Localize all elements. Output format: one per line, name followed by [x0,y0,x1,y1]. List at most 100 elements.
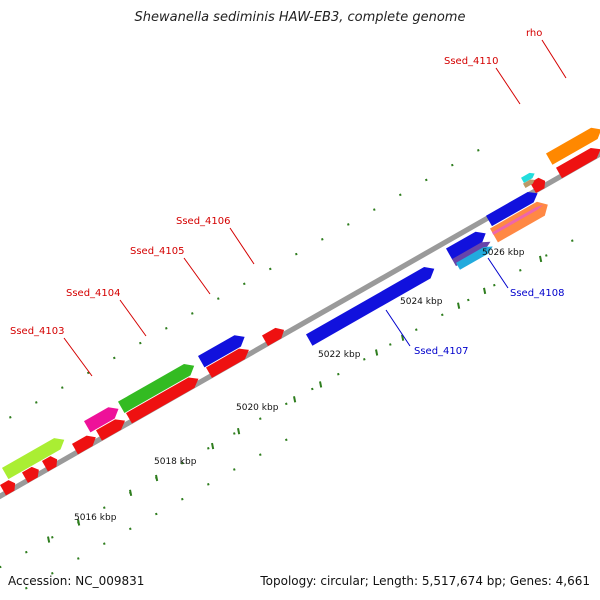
tick-dot [181,461,184,465]
tick-dot [113,356,116,360]
tick-dot [87,371,90,375]
gene-red [0,480,16,496]
tick-dot [425,178,428,182]
tick-dot [217,297,220,300]
tick-dot [415,328,418,331]
tick-dot [321,238,324,241]
gene-label: rho [526,28,542,39]
gene-lightblue [456,246,493,270]
major-tick [483,287,487,295]
major-tick [293,396,297,403]
tick-dot [51,572,54,575]
gene-blue-small [446,231,486,260]
gene-label: Ssed_4106 [176,216,231,227]
leader-line [229,227,255,265]
tick-dot [571,239,574,242]
tick-dot [519,269,522,272]
tick-dot [51,536,54,539]
gene-red [556,147,600,179]
leader-line [63,337,93,377]
tick-dot [35,401,38,404]
gene-blue-4107 [306,267,435,346]
tick-dot [259,417,262,420]
leader-line [541,39,567,79]
gene-red [126,377,199,424]
tick-dot [467,298,470,302]
tick-dot [399,193,402,197]
gene-label: Ssed_4107 [414,346,469,357]
ruler-label: 5024 kbp [400,297,443,307]
kbp-ruler: 5016 kbp 5018 kbp 5020 kbp 5022 kbp 5024 kbp… [74,248,525,523]
gene-label: Ssed_4103 [10,326,65,337]
tick-dot [363,358,366,361]
gene-magenta [84,407,119,433]
tick-dot [129,527,132,531]
tick-dot [347,223,350,226]
tick-dot [0,565,2,569]
tick-dot [295,252,298,256]
major-tick [237,428,241,435]
tick-dot [233,468,236,471]
tick-dot [259,453,262,456]
tick-dot [451,163,454,167]
gene-red [42,456,58,472]
map-title: Shewanella sediminis HAW-EB3, complete g… [134,10,466,25]
gene-red [72,435,96,455]
major-tick [155,474,159,482]
major-tick [375,349,379,356]
gene-label: Ssed_4104 [66,288,121,299]
tick-dot [545,254,548,257]
genome-summary-text: Topology: circular; Length: 5,517,674 bp… [260,574,590,588]
tick-dot [243,282,246,286]
major-tick [77,519,81,526]
tick-dot [61,386,64,389]
tick-dot [103,542,106,545]
gene-label: Ssed_4110 [444,56,499,67]
major-tick [401,334,405,341]
gene-blue-4105 [198,335,245,368]
gene-pink-stripe [492,204,544,235]
leader-line [183,257,211,295]
tick-dot [233,432,236,435]
tick-dot [181,497,184,501]
major-tick [47,536,51,543]
gene-cyan [521,172,535,183]
major-tick [129,489,133,497]
tick-dot [165,327,168,330]
gene-label: Ssed_4108 [510,288,565,299]
major-tick [539,255,543,263]
tick-dot [139,341,142,345]
gene-tan [523,179,535,188]
gene-lime [2,438,65,480]
tick-dot [25,586,28,590]
accession-text: Accession: NC_009831 [8,574,145,588]
tick-dot [9,416,12,419]
ruler-label: 5016 kbp [74,513,117,523]
tick-dot [477,149,480,152]
tick-dot [191,312,194,315]
gene-red [96,419,126,441]
tick-dot [441,313,444,317]
gene-features [0,127,600,496]
ruler-label: 5018 kbp [154,457,197,467]
ruler-label: 5020 kbp [236,403,279,413]
leader-line [495,67,521,105]
tick-dot [389,343,392,346]
gene-orange-rho [546,127,600,165]
gene-red [206,348,249,378]
gene-red [262,327,285,346]
leader-line [119,299,147,337]
tick-dot [311,387,314,391]
gene-green [118,364,195,413]
gene-red [22,466,39,483]
leader-line [385,309,411,347]
tick-dot [155,512,158,516]
leader-line [487,257,509,289]
tick-dot [77,557,80,560]
tick-dot [373,208,376,211]
ruler-label: 5022 kbp [318,350,361,360]
tick-dot [207,447,210,450]
major-tick [211,442,215,450]
